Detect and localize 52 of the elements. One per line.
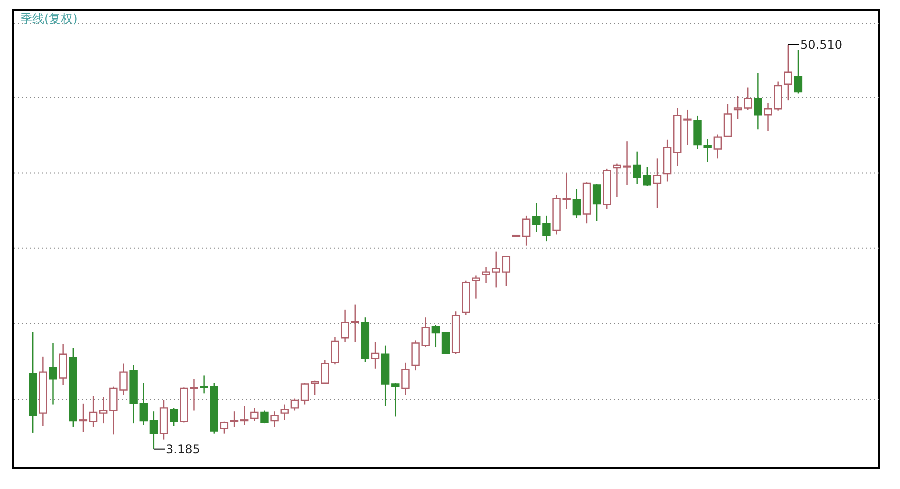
candlestick xyxy=(694,115,702,150)
candlestick xyxy=(310,380,320,396)
candlestick xyxy=(794,50,803,94)
candlestick xyxy=(482,266,490,284)
candlestick xyxy=(724,103,732,138)
candlestick xyxy=(472,275,480,300)
candlestick xyxy=(351,304,360,343)
candlestick xyxy=(341,309,350,343)
candlestick xyxy=(542,215,551,242)
candlestick xyxy=(704,138,712,163)
candlestick xyxy=(170,408,178,427)
candlestick xyxy=(432,324,440,348)
candlestick xyxy=(280,404,289,421)
candlestick xyxy=(412,340,420,372)
annotation: 3.185 xyxy=(166,442,200,456)
candlestick xyxy=(653,158,662,209)
candlestick xyxy=(422,317,430,348)
candlestick xyxy=(59,344,68,386)
candlestick xyxy=(492,251,500,288)
candlestick xyxy=(100,396,108,424)
candlestick xyxy=(784,44,792,102)
candlestick xyxy=(230,411,239,428)
candlestick xyxy=(392,382,400,418)
candlestick xyxy=(643,166,652,187)
candlestick xyxy=(633,151,642,185)
candlestick xyxy=(754,72,762,130)
candlestick xyxy=(200,375,208,394)
candlestick xyxy=(270,411,279,428)
candlestick xyxy=(442,332,450,355)
candlestick xyxy=(49,342,58,406)
candlestick xyxy=(300,382,310,406)
candlestick xyxy=(744,87,752,111)
candlestick xyxy=(240,406,249,426)
annotation: 50.510 xyxy=(800,38,842,52)
candlestick xyxy=(572,188,582,220)
candlestick xyxy=(522,215,531,246)
candlestick xyxy=(150,411,158,450)
candlestick xyxy=(502,255,511,287)
candlestick xyxy=(684,109,692,146)
candlestick xyxy=(79,403,88,433)
candlestick xyxy=(260,410,269,424)
candlestick xyxy=(402,362,410,396)
candlestick xyxy=(592,184,602,222)
candlestick xyxy=(89,396,98,428)
candlestick xyxy=(371,342,380,370)
candlestick xyxy=(532,202,541,233)
candlestick xyxy=(734,96,742,120)
chart-title: 季线(复权) xyxy=(20,12,78,26)
candlestick xyxy=(290,398,300,412)
candlestick xyxy=(250,408,259,422)
candlestick xyxy=(140,382,148,426)
candlestick xyxy=(714,134,722,160)
